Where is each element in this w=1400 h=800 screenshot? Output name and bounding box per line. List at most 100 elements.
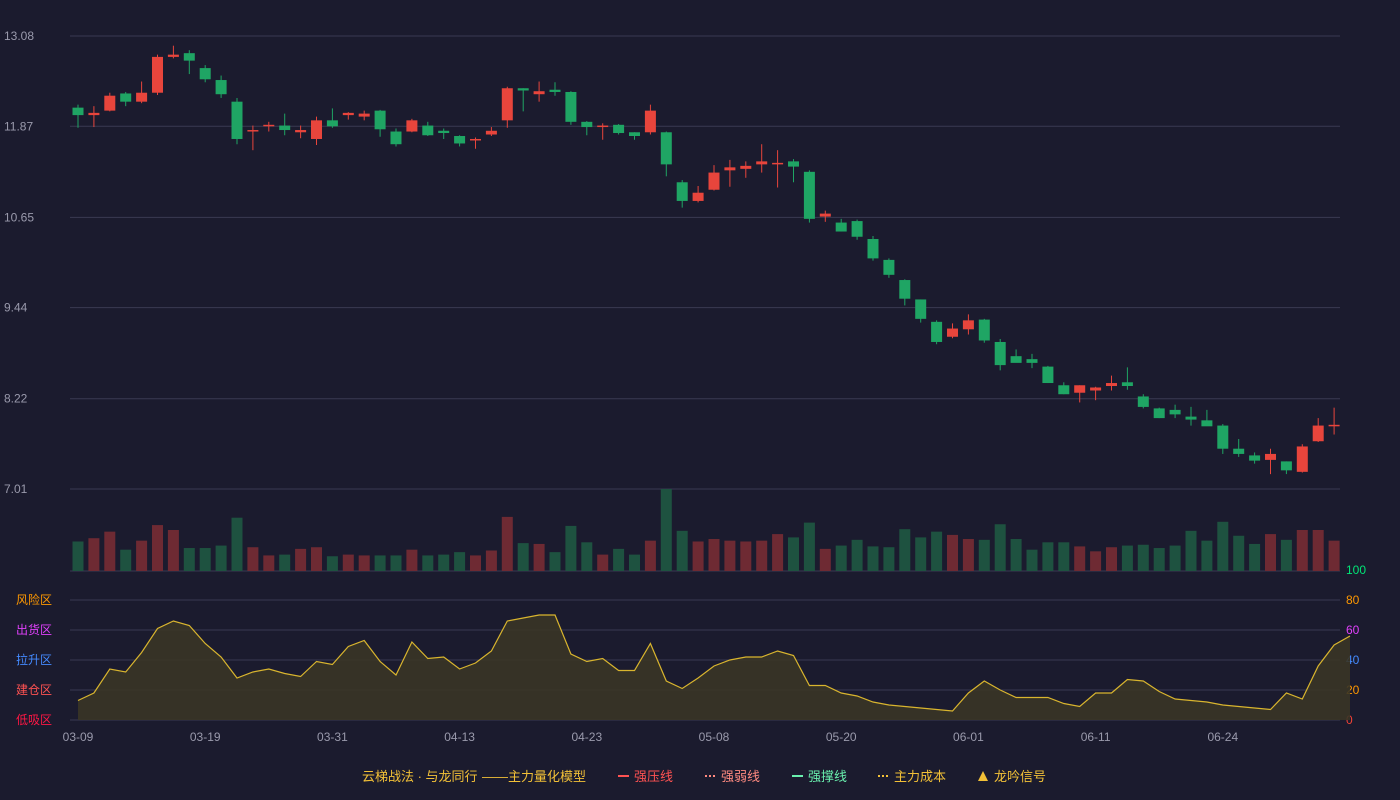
candle-body xyxy=(1280,461,1292,471)
volume-bar xyxy=(788,537,799,571)
candle-body xyxy=(422,125,434,136)
volume-bar xyxy=(247,547,259,571)
volume-bar xyxy=(962,539,974,571)
candle-body xyxy=(931,321,943,342)
candle-body xyxy=(72,107,84,116)
candle-body xyxy=(1217,425,1229,449)
volume-bar xyxy=(1106,547,1117,571)
volume-bar xyxy=(835,545,847,571)
zone-label: 低吸区 xyxy=(16,713,52,727)
volume-bar xyxy=(167,530,179,571)
volume-bar xyxy=(947,534,958,571)
candle-body xyxy=(819,213,831,217)
candle-body xyxy=(851,221,863,237)
legend-item-label[interactable]: 强弱线 xyxy=(721,769,760,784)
volume-bar xyxy=(772,534,784,571)
volume-bar xyxy=(867,546,879,571)
candle-body xyxy=(915,299,927,319)
legend-item-label[interactable]: ——主力量化模型 xyxy=(482,769,586,784)
date-tick-label: 04-13 xyxy=(444,730,475,744)
candle-body xyxy=(1153,408,1165,419)
candle-body xyxy=(120,93,132,102)
volume-bar xyxy=(1121,545,1133,571)
candle-body xyxy=(772,162,784,165)
candle-body xyxy=(1233,448,1245,454)
candle-body xyxy=(1185,416,1197,420)
volume-bar xyxy=(120,549,132,571)
candle-body xyxy=(756,161,768,165)
volume-bar xyxy=(470,555,481,571)
date-tick-label: 05-08 xyxy=(699,730,730,744)
volume-bar xyxy=(597,554,609,571)
candle-body xyxy=(867,238,879,259)
volume-bar xyxy=(326,556,338,571)
volume-bar xyxy=(899,529,911,571)
candle-body xyxy=(199,68,211,80)
volume-bar xyxy=(295,548,307,571)
candle-body xyxy=(247,130,259,132)
candle-body xyxy=(263,124,275,127)
volume-bar xyxy=(1233,535,1245,571)
volume-bar xyxy=(136,540,148,571)
candle-body xyxy=(549,89,561,92)
candle-body xyxy=(311,120,322,139)
volume-bar xyxy=(358,555,370,571)
candle-body xyxy=(1169,409,1181,415)
volume-bar xyxy=(1201,540,1213,571)
volume-bar xyxy=(1169,545,1181,571)
candle-body xyxy=(1090,387,1102,391)
volume-bar xyxy=(263,555,275,571)
candle-body xyxy=(231,101,243,139)
legend-item-label[interactable]: 强压线 xyxy=(634,769,673,784)
volume-bar xyxy=(724,540,736,571)
candle-body xyxy=(279,125,291,131)
date-tick-label: 06-11 xyxy=(1081,730,1111,744)
candle-body xyxy=(899,280,911,299)
candle-body xyxy=(724,167,736,171)
volume-bar xyxy=(931,531,943,571)
candle-body xyxy=(676,182,688,201)
volume-bar xyxy=(1217,521,1229,571)
legend-item-label[interactable]: 主力成本 xyxy=(894,769,946,784)
candle-body xyxy=(438,130,450,134)
candle-body xyxy=(485,130,497,135)
candle-body xyxy=(104,95,116,111)
volume-bar xyxy=(279,554,291,571)
candle-body xyxy=(342,112,354,116)
candle-body xyxy=(183,53,195,61)
date-tick-label: 06-01 xyxy=(953,730,984,744)
candle-body xyxy=(470,138,481,141)
volume-bar xyxy=(454,552,466,571)
volume-bar xyxy=(994,524,1006,571)
volume-bar xyxy=(676,530,688,571)
volume-bar xyxy=(740,541,752,571)
candle-body xyxy=(788,161,799,167)
price-tick-label: 9.44 xyxy=(4,301,28,315)
indicator-tick-label: 60 xyxy=(1346,623,1360,637)
volume-bar xyxy=(1010,539,1022,571)
volume-bar xyxy=(422,555,434,571)
volume-bar xyxy=(517,543,529,571)
zone-label: 出货区 xyxy=(16,622,52,637)
volume-bar xyxy=(1312,530,1324,571)
candle-body xyxy=(835,222,847,232)
candle-body xyxy=(962,320,974,330)
volume-bar xyxy=(803,522,815,571)
volume-bar xyxy=(438,554,450,571)
volume-bar xyxy=(104,531,116,571)
price-tick-label: 10.65 xyxy=(4,210,34,224)
date-tick-label: 03-09 xyxy=(63,730,94,744)
volume-bar xyxy=(1042,542,1054,571)
legend-item-label[interactable]: 龙吟信号 xyxy=(994,769,1046,784)
volume-bar xyxy=(152,525,163,571)
zone-label: 风险区 xyxy=(16,592,52,607)
candle-body xyxy=(406,120,418,132)
volume-bar xyxy=(342,554,354,571)
volume-bar xyxy=(708,539,720,571)
legend-item-label[interactable]: 强撑线 xyxy=(808,769,847,784)
candle-body xyxy=(1026,359,1038,363)
price-tick-label: 11.87 xyxy=(4,119,33,133)
candle-body xyxy=(883,259,895,275)
candle-body xyxy=(1106,383,1117,387)
candle-body xyxy=(803,171,815,219)
